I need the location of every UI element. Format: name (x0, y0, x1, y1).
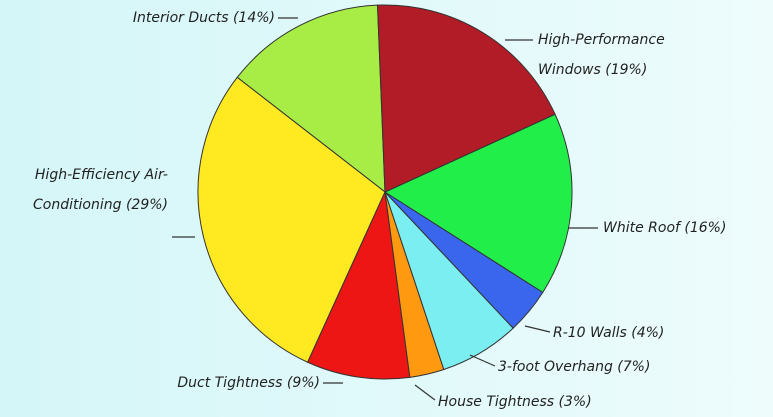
slice-label: Duct Tightness (9%) (100, 368, 320, 398)
pie-slice (377, 4, 556, 193)
slice-label: High-Efficiency Air-Conditioning (29%) (10, 160, 168, 220)
pie-slice (383, 113, 573, 294)
value-label: (16%) (684, 220, 727, 236)
value-label: (4%) (631, 325, 665, 341)
value-label: (19%) (605, 62, 648, 78)
pie-slice (197, 76, 386, 363)
category-label: Duct Tightness (177, 375, 283, 391)
category-label: 3-foot Overhang (498, 359, 613, 375)
pie-slice (236, 4, 386, 194)
leader-line (414, 384, 436, 401)
value-label: (7%) (617, 359, 651, 375)
value-label: (9%) (286, 375, 320, 391)
pie-slice (306, 190, 411, 380)
slice-label: High-Performance Windows (19%) (538, 25, 708, 85)
category-label: R-10 Walls (553, 325, 627, 341)
slice-label: White Roof (16%) (603, 213, 773, 243)
category-label: High-Efficiency Air-Conditioning (33, 167, 168, 213)
value-label: (14%) (232, 10, 275, 26)
leader-line (524, 325, 551, 333)
slice-label: House Tightness (3%) (438, 387, 658, 417)
value-label: (3%) (558, 394, 592, 410)
slice-label: 3-foot Overhang (7%) (498, 352, 718, 382)
slice-label: Interior Ducts (14%) (40, 3, 275, 33)
category-label: Interior Ducts (132, 10, 229, 26)
leader-line (469, 354, 496, 367)
slice-label: R-10 Walls (4%) (553, 318, 703, 348)
category-label: White Roof (603, 220, 680, 236)
value-label: (29%) (125, 197, 168, 213)
category-label: House Tightness (438, 394, 555, 410)
category-label: High-Performance Windows (538, 32, 665, 78)
